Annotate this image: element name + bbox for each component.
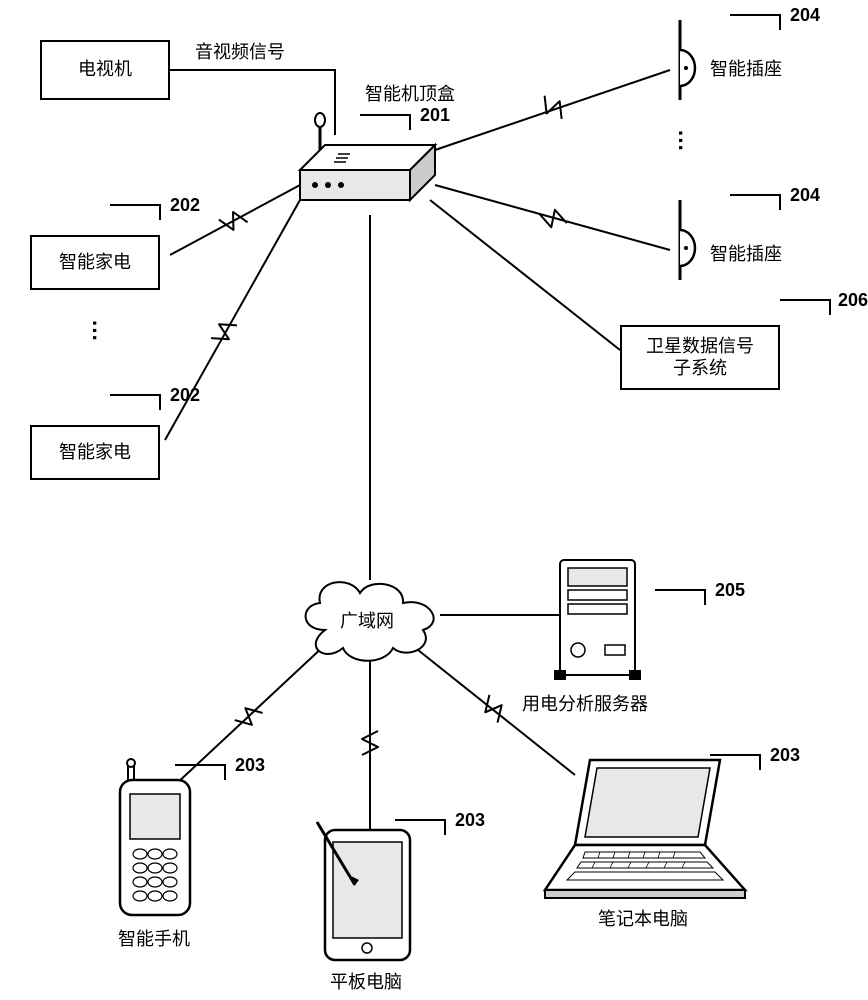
av-signal-label: 音视频信号: [195, 38, 285, 64]
vdots-left: ···: [90, 320, 98, 342]
server-label: 用电分析服务器: [522, 690, 648, 716]
wan-label: 广域网: [340, 607, 394, 633]
appliance1-box: 智能家电: [30, 235, 160, 290]
appliance2-box: 智能家电: [30, 425, 160, 480]
socket1-icon: [680, 20, 695, 100]
tablet-label: 平板电脑: [330, 968, 402, 994]
settop-label: 智能机顶盒: [365, 80, 455, 106]
ref-204a: 204: [790, 5, 820, 26]
ref-203-phone: 203: [235, 755, 265, 776]
ref-205: 205: [715, 580, 745, 601]
socket1-label: 智能插座: [710, 55, 782, 81]
ref-206: 206: [838, 290, 868, 311]
appliance2-label: 智能家电: [59, 442, 131, 464]
connections-layer: [0, 0, 868, 1000]
tv-label: 电视机: [78, 59, 132, 81]
vdots-right: ···: [676, 130, 684, 152]
settop-icon: [300, 113, 435, 200]
satellite-label: 卫星数据信号 子系统: [646, 336, 754, 379]
satellite-box: 卫星数据信号 子系统: [620, 325, 780, 390]
phone-label: 智能手机: [118, 925, 190, 951]
server-icon: [554, 560, 641, 680]
ref-203-laptop: 203: [770, 745, 800, 766]
ref-202a: 202: [170, 195, 200, 216]
phone-icon: [120, 759, 190, 915]
laptop-label: 笔记本电脑: [598, 905, 688, 931]
ref-201: 201: [420, 105, 450, 126]
ref-204b: 204: [790, 185, 820, 206]
ref-202b: 202: [170, 385, 200, 406]
laptop-icon: [545, 760, 745, 898]
appliance1-label: 智能家电: [59, 252, 131, 274]
tv-box: 电视机: [40, 40, 170, 100]
tablet-icon: [317, 822, 410, 960]
socket2-icon: [680, 200, 695, 280]
socket2-label: 智能插座: [710, 240, 782, 266]
ref-203-tablet: 203: [455, 810, 485, 831]
